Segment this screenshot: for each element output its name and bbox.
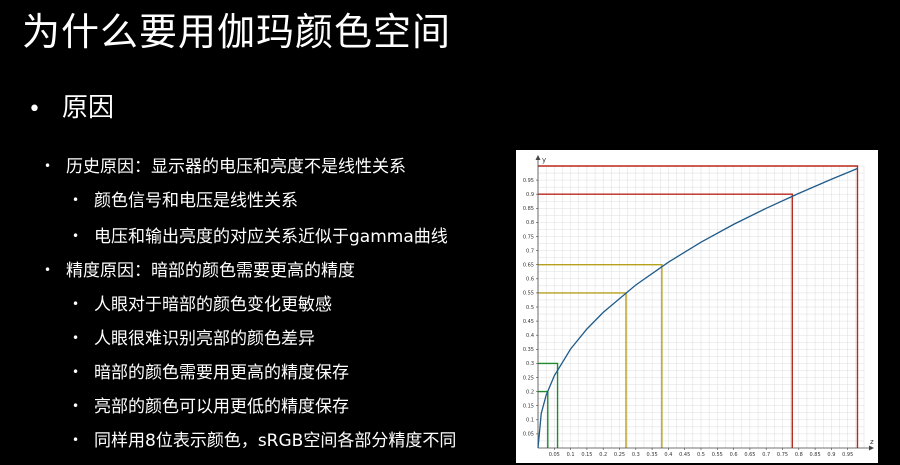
y-tick-label: 0.3	[526, 361, 534, 367]
gamma-curve	[537, 167, 858, 449]
x-tick-label: 0.4	[664, 452, 672, 458]
list-item: • 电压和输出亮度的对应关系近似于gamma曲线	[72, 224, 448, 249]
guide-line	[538, 263, 663, 448]
y-tick-label: 0.4	[526, 333, 534, 339]
y-tick-label: 0.95	[523, 178, 534, 184]
y-tick-label: 0.85	[523, 206, 534, 212]
y-tick-label: 0.9	[526, 192, 534, 198]
x-tick-label: 0.15	[581, 452, 592, 458]
list-item: • 暗部的颜色需要用更高的精度保存	[72, 360, 349, 385]
heading-text: 原因	[62, 93, 115, 123]
y-tick-label: 0.1	[526, 418, 534, 424]
x-tick-label: 0.5	[697, 452, 705, 458]
y-tick-label: 0.8	[526, 220, 534, 226]
y-tick-label: 0.15	[523, 404, 534, 410]
y-tick-label: 0.05	[523, 432, 534, 438]
x-tick-label: 0.1	[567, 452, 575, 458]
bullet-dot-icon: •	[72, 297, 80, 311]
bullet-dot-icon: •	[44, 159, 52, 173]
x-tick-label: 0.75	[777, 452, 788, 458]
bullet-dot-icon: •	[72, 331, 80, 345]
guide-line	[538, 193, 793, 448]
bullet-dot-icon: •	[72, 399, 80, 413]
x-tick-label: 0.2	[599, 452, 607, 458]
bullet-dot-icon: •	[72, 433, 80, 447]
x-tick-label: 0.8	[795, 452, 803, 458]
list-item: • 历史原因：显示器的电压和亮度不是线性关系	[44, 154, 406, 179]
y-tick-label: 0.75	[523, 234, 534, 240]
x-tick-label: 0.95	[842, 452, 853, 458]
y-tick-label: 0.65	[523, 263, 534, 269]
guide-line	[538, 362, 559, 448]
x-tick-label: 0.05	[549, 452, 560, 458]
x-axis-arrow-icon	[869, 445, 874, 451]
list-item: • 人眼对于暗部的颜色变化更敏感	[72, 292, 332, 317]
x-axis-label: z	[870, 438, 874, 446]
x-tick-label: 0.85	[810, 452, 821, 458]
bullet-dot-icon: •	[72, 193, 80, 207]
x-tick-label: 0.55	[712, 452, 723, 458]
x-tick-label: 0.25	[614, 452, 625, 458]
x-tick-label: 0.3	[632, 452, 640, 458]
slide-title: 为什么要用伽玛颜色空间	[22, 10, 452, 54]
y-tick-label: 0.2	[526, 389, 534, 395]
list-item: • 亮部的颜色可以用更低的精度保存	[72, 394, 349, 419]
guide-line	[538, 165, 859, 448]
x-tick-label: 0.45	[679, 452, 690, 458]
list-item: • 同样用8位表示颜色，sRGB空间各部分精度不同	[72, 428, 456, 453]
y-tick-label: 0.5	[526, 305, 534, 311]
list-item: • 精度原因：暗部的颜色需要更高的精度	[44, 258, 355, 283]
list-item: • 人眼很难识别亮部的颜色差异	[72, 326, 315, 351]
y-tick-label: 0.25	[523, 375, 534, 381]
y-tick-label: 0.6	[526, 277, 534, 283]
x-tick-label: 0.9	[827, 452, 835, 458]
x-tick-label: 0.7	[762, 452, 770, 458]
bullet-dot-icon: •	[28, 97, 41, 122]
gamma-chart-svg: y z 0.05 0.1 0.15 0.2 0.25 0.3 0.35 0.4 0.45 0.5 0.…	[523, 155, 874, 458]
y-axis-arrow-icon	[535, 155, 541, 160]
y-tick-label: 0.7	[526, 248, 534, 254]
x-tick-label: 0.35	[647, 452, 658, 458]
bullet-dot-icon: •	[44, 263, 52, 277]
x-tick-label: 0.6	[730, 452, 738, 458]
y-tick-label: 0.35	[523, 347, 534, 353]
gamma-chart: y z 0.05 0.1 0.15 0.2 0.25 0.3 0.35 0.4 0.45 0.5 0.…	[516, 150, 878, 463]
bullet-dot-icon: •	[72, 365, 80, 379]
heading-bullet: • 原因	[28, 90, 114, 128]
x-tick-label: 0.65	[744, 452, 755, 458]
list-item: • 颜色信号和电压是线性关系	[72, 188, 298, 213]
bullet-dot-icon: •	[72, 229, 80, 243]
y-tick-label: 0.55	[523, 291, 534, 297]
y-tick-label: 0.45	[523, 319, 534, 325]
y-axis-label: y	[542, 156, 546, 164]
